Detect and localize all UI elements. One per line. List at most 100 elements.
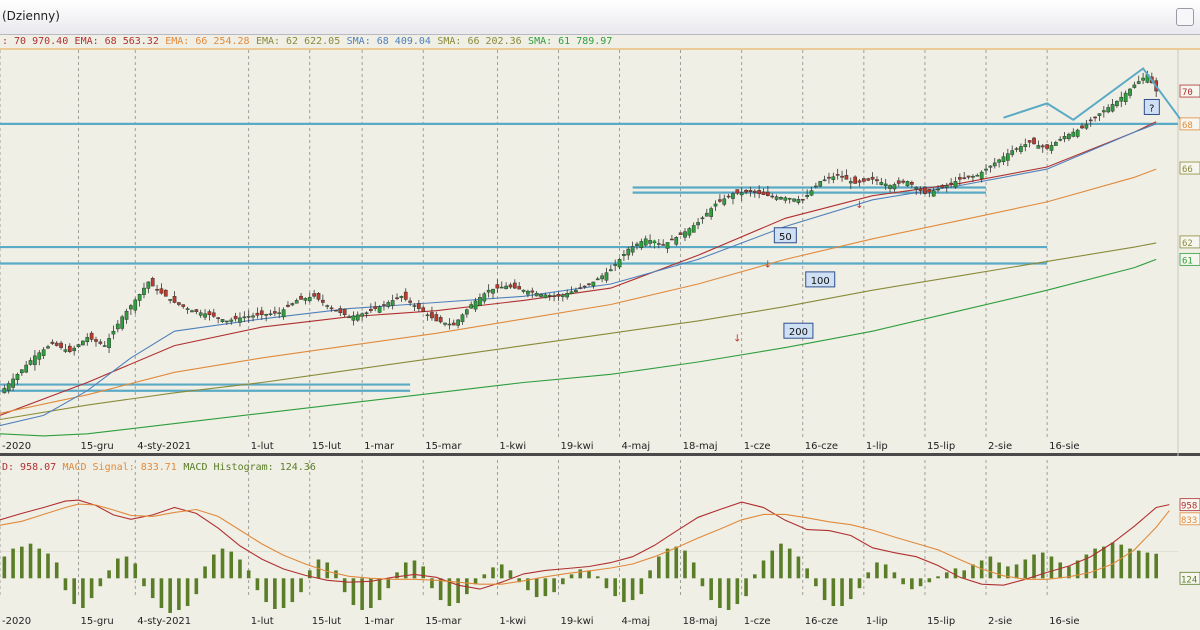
- macd-histogram-bar: [28, 543, 33, 579]
- candle: [129, 303, 133, 315]
- macd-histogram-bar: [107, 570, 111, 579]
- macd-histogram-bar: [805, 568, 809, 579]
- x-tick-label: 1-mar: [364, 441, 395, 452]
- candle: [1084, 119, 1089, 130]
- macd-histogram-bar: [63, 578, 68, 591]
- candle: [491, 288, 495, 299]
- candle: [949, 178, 953, 188]
- macd-histogram-bar: [1154, 553, 1158, 579]
- macd-histogram-bar: [883, 564, 888, 579]
- candle: [1115, 100, 1119, 108]
- candle: [294, 298, 299, 304]
- candle: [648, 234, 652, 248]
- macd-histogram-bar: [927, 578, 932, 583]
- candle: [783, 196, 788, 204]
- macd-histogram-bar: [595, 576, 600, 579]
- macd-histogram-bar: [334, 570, 338, 579]
- candle: [198, 309, 203, 318]
- x-tick-label: 4-maj: [622, 441, 651, 452]
- ma-line: [0, 242, 1157, 421]
- candle: [591, 281, 596, 289]
- candle: [604, 267, 609, 283]
- candle: [46, 344, 50, 350]
- candle: [33, 350, 37, 371]
- macd-histogram-bar: [910, 578, 914, 590]
- candle: [787, 197, 792, 204]
- candle: [958, 173, 962, 186]
- signal-arrow: ↓: [855, 200, 863, 211]
- candle: [347, 314, 351, 319]
- candle: [992, 157, 997, 169]
- macd-histogram-bar: [89, 578, 94, 599]
- candle: [403, 288, 408, 302]
- macd-histogram-bar: [840, 578, 844, 607]
- candle: [984, 164, 988, 175]
- macd-histogram-bar: [290, 578, 295, 603]
- candle: [975, 173, 980, 177]
- ma-marker-label: 100: [811, 276, 830, 287]
- ma-marker-label: ?: [1149, 103, 1154, 114]
- pattern-line: [1003, 67, 1184, 123]
- candle: [626, 246, 631, 260]
- candle: [277, 307, 282, 319]
- candle: [940, 184, 945, 189]
- x-tick-label: 1-mar: [364, 616, 395, 627]
- macd-histogram-bar: [351, 578, 356, 606]
- candle: [809, 186, 814, 197]
- macd-histogram-bar: [953, 568, 958, 579]
- macd-histogram-bar: [796, 556, 801, 579]
- candle: [608, 264, 613, 272]
- price-axis-label: 61: [1182, 256, 1193, 266]
- candle: [670, 234, 674, 241]
- candle: [351, 311, 356, 326]
- candle: [888, 184, 892, 193]
- candle: [438, 315, 443, 324]
- candle: [805, 189, 809, 200]
- close-button[interactable]: [1176, 8, 1194, 26]
- x-tick-label: 15-lut: [312, 616, 341, 627]
- macd-histogram-bar: [587, 570, 591, 579]
- macd-histogram-bar: [918, 578, 923, 587]
- candle: [931, 188, 936, 197]
- x-tick-label: 16-cze: [805, 616, 838, 627]
- candle: [857, 179, 862, 187]
- x-tick-label: 16-cze: [805, 441, 838, 452]
- candle: [107, 333, 111, 353]
- macd-histogram-bar: [622, 578, 626, 603]
- macd-histogram-bar: [1084, 554, 1089, 579]
- macd-histogram-bar: [1128, 548, 1132, 579]
- legend-item: SMA: 61 789.97: [528, 36, 612, 47]
- macd-histogram-bar: [1145, 552, 1150, 579]
- candle: [722, 194, 727, 207]
- candle: [595, 276, 600, 281]
- macd-histogram-bar: [203, 566, 207, 579]
- macd-histogram-bar: [124, 556, 129, 579]
- macd-histogram-bar: [1032, 554, 1036, 579]
- candle: [259, 306, 264, 320]
- price-axis-label: 62: [1182, 239, 1193, 249]
- candle: [831, 172, 836, 184]
- macd-histogram-bar: [377, 578, 382, 601]
- candle: [552, 292, 556, 302]
- candle: [307, 292, 312, 303]
- candle: [883, 178, 888, 190]
- candle: [416, 300, 421, 312]
- x-tick-label: 1-kwi: [499, 441, 526, 452]
- ma-marker-box: [773, 227, 797, 244]
- candle: [556, 292, 561, 301]
- macd-histogram-bar: [142, 578, 146, 587]
- candle: [530, 287, 535, 299]
- candle: [1141, 72, 1145, 84]
- candle: [115, 320, 120, 333]
- candle: [569, 286, 574, 295]
- macd-histogram-bar: [1006, 566, 1010, 579]
- x-tick-label: 4-maj: [622, 616, 651, 627]
- macd-panel: [0, 456, 1200, 630]
- macd-histogram-bar: [875, 562, 879, 579]
- macd-axis-label: 124: [1181, 575, 1197, 585]
- axis-label-box: [1179, 571, 1200, 585]
- candle: [443, 322, 447, 327]
- macd-histogram-bar: [787, 548, 792, 579]
